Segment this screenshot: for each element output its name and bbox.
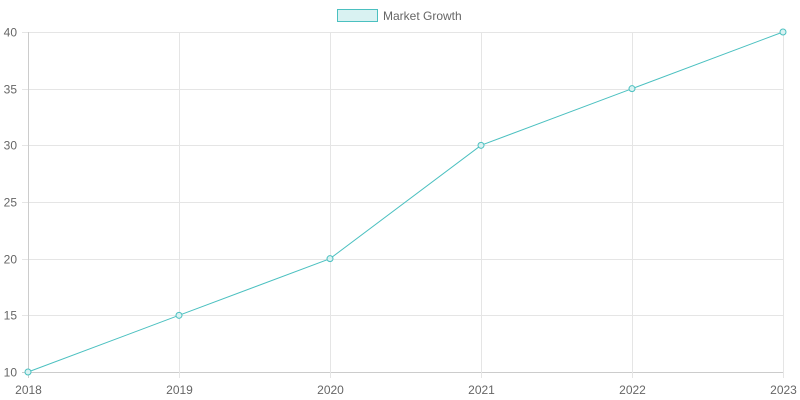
legend-label[interactable]: Market Growth xyxy=(383,9,462,23)
legend-swatch[interactable] xyxy=(337,9,378,22)
x-tick-label: 2022 xyxy=(619,383,646,397)
x-tick-label: 2021 xyxy=(468,383,495,397)
grid-lines xyxy=(22,32,784,378)
x-tick-label: 2018 xyxy=(15,383,42,397)
y-tick-label: 20 xyxy=(4,253,18,267)
data-point[interactable] xyxy=(628,85,636,93)
series-market-growth xyxy=(24,28,787,376)
y-tick-label: 30 xyxy=(4,139,18,153)
y-tick-label: 35 xyxy=(4,83,18,97)
data-point[interactable] xyxy=(779,28,787,36)
data-point[interactable] xyxy=(326,255,334,263)
x-tick-label: 2023 xyxy=(770,383,797,397)
y-tick-label: 15 xyxy=(4,309,18,323)
x-tick-label: 2020 xyxy=(317,383,344,397)
x-axis-ticks: 2018 2019 2020 2021 2022 2023 xyxy=(15,383,797,397)
y-axis-ticks: 10 15 20 25 30 35 40 xyxy=(4,26,18,380)
series-line xyxy=(27,31,784,373)
data-point[interactable] xyxy=(24,368,32,376)
x-tick-label: 2019 xyxy=(166,383,193,397)
y-tick-label: 40 xyxy=(4,26,18,40)
y-tick-label: 10 xyxy=(4,366,18,380)
data-point[interactable] xyxy=(477,141,485,149)
data-point[interactable] xyxy=(175,311,183,319)
legend[interactable]: Market Growth xyxy=(337,9,462,23)
y-tick-label: 25 xyxy=(4,196,18,210)
